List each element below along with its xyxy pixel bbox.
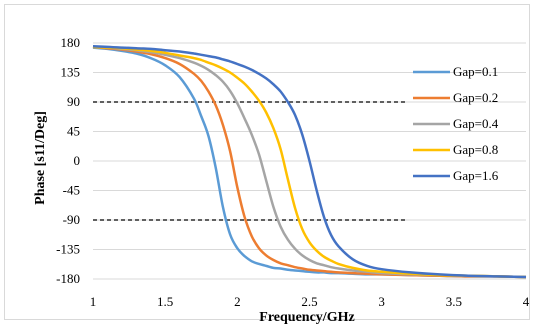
series-line <box>92 45 527 279</box>
legend-label: Gap=0.2 <box>453 90 498 105</box>
x-axis-title: Frequency/GHz <box>259 310 354 324</box>
x-tick-label: 4 <box>523 294 530 309</box>
series-line <box>92 45 527 279</box>
y-tick-label: -45 <box>63 183 80 198</box>
y-tick-label: -90 <box>63 212 80 227</box>
series-lines <box>92 45 527 279</box>
y-tick-label: -180 <box>56 271 80 286</box>
x-tick-labels: 1 1.5 2 2.5 3 3.5 4 <box>90 294 530 309</box>
x-tick-label: 2 <box>234 294 241 309</box>
legend: Gap=0.1 Gap=0.2 Gap=0.4 Gap=0.8 Gap=1.6 <box>413 64 499 183</box>
x-tick-label: 1.5 <box>157 294 173 309</box>
legend-label: Gap=1.6 <box>453 168 499 183</box>
legend-label: Gap=0.4 <box>453 116 499 131</box>
x-tick-label: 3.5 <box>446 294 462 309</box>
y-tick-label: 180 <box>61 35 81 50</box>
x-tick-label: 3 <box>378 294 385 309</box>
legend-label: Gap=0.8 <box>453 142 498 157</box>
series-line <box>92 45 527 279</box>
y-tick-label: 45 <box>67 124 80 139</box>
reference-lines <box>93 101 405 221</box>
y-axis-title: Phase [s11/Deg] <box>33 111 48 205</box>
x-tick-label: 2.5 <box>301 294 317 309</box>
series-line <box>92 45 527 279</box>
y-tick-label: 0 <box>74 153 81 168</box>
y-tick-label: 135 <box>61 65 81 80</box>
y-tick-label: 90 <box>67 94 80 109</box>
x-tick-label: 1 <box>90 294 97 309</box>
y-tick-label: -135 <box>56 242 80 257</box>
gridlines <box>93 42 526 280</box>
y-tick-labels: 180 135 90 45 0 -45 -90 -135 -180 <box>56 35 80 286</box>
legend-label: Gap=0.1 <box>453 64 498 79</box>
